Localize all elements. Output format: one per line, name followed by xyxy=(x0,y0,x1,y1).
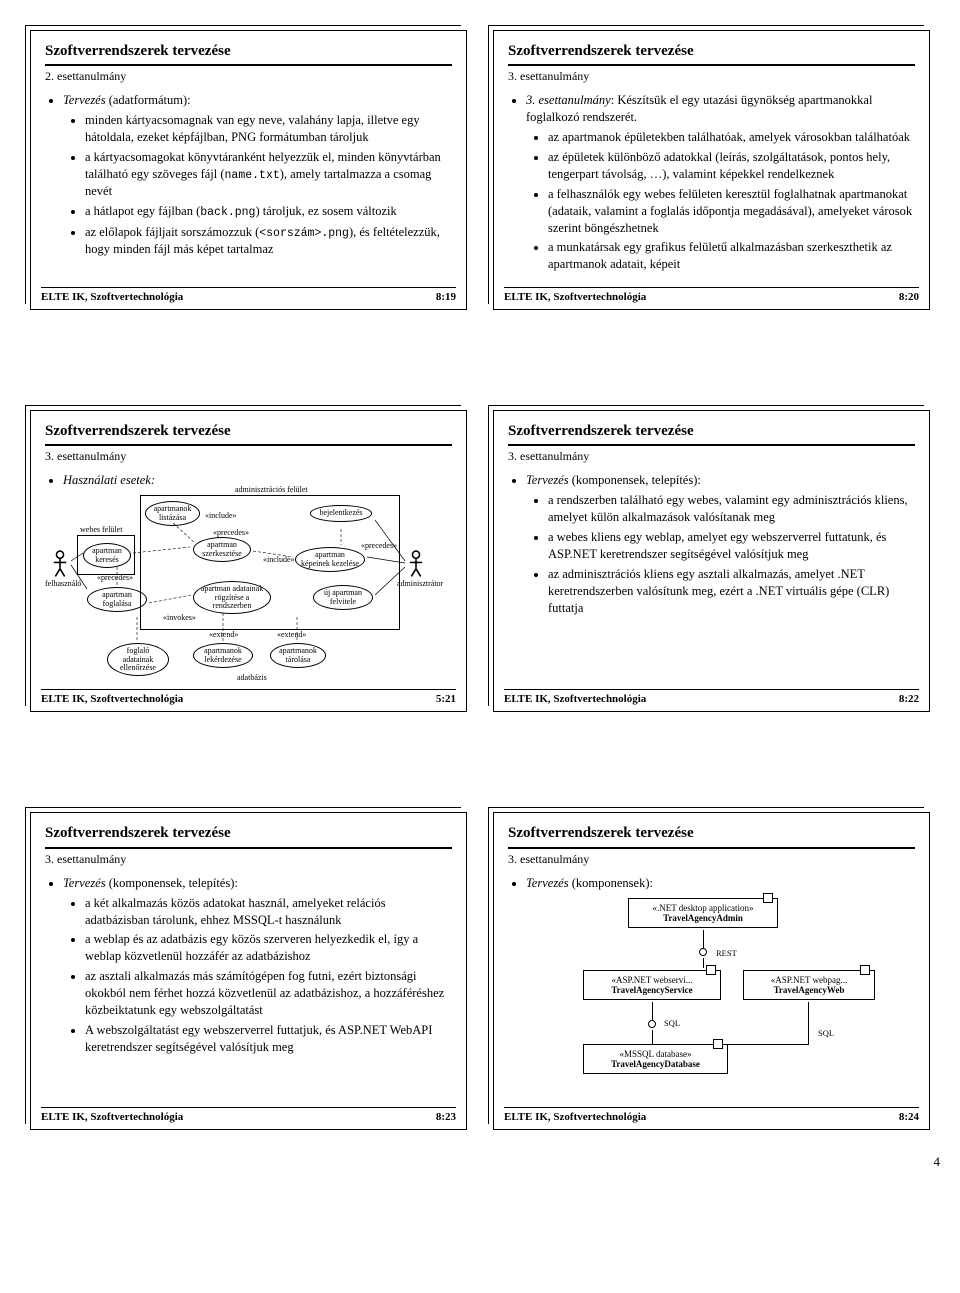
slide-subtitle: 3. esettanulmány xyxy=(508,68,915,84)
slide-820: Szoftverrendszerek tervezése 3. esettanu… xyxy=(493,30,930,310)
slide-body: Tervezés (komponensek, telepítés): a ren… xyxy=(508,472,915,616)
slide-body: Tervezés (komponensek, telepítés): a két… xyxy=(45,875,452,1056)
list-item: a munkatársak egy grafikus felületű alka… xyxy=(548,239,915,273)
slide-footer: ELTE IK, Szoftvertechnológia8:19 xyxy=(41,287,456,305)
slide-body: Használati esetek: adminisztrációs felül… xyxy=(45,472,452,685)
list-item: az épületek különböző adatokkal (leírás,… xyxy=(548,149,915,183)
slide-824: Szoftverrendszerek tervezése 3. esettanu… xyxy=(493,812,930,1129)
slide-title: Szoftverrendszerek tervezése xyxy=(45,41,452,66)
intro: Tervezés (adatformátum): xyxy=(63,93,191,107)
slide-subtitle: 2. esettanulmány xyxy=(45,68,452,84)
intro: Tervezés (komponensek): xyxy=(526,876,653,890)
list-item: a rendszerben található egy webes, valam… xyxy=(548,492,915,526)
list-item: az asztali alkalmazás más számítógépen f… xyxy=(85,968,452,1019)
list-item: minden kártyacsomagnak van egy neve, val… xyxy=(85,112,452,146)
list-item: az apartmanok épületekben találhatóak, a… xyxy=(548,129,915,146)
list-item: A webszolgáltatást egy webszerverrel fut… xyxy=(85,1022,452,1056)
slide-subtitle: 3. esettanulmány xyxy=(45,448,452,464)
slide-footer: ELTE IK, Szoftvertechnológia8:24 xyxy=(504,1107,919,1125)
intro: Tervezés (komponensek, telepítés): xyxy=(63,876,238,890)
slide-footer: ELTE IK, Szoftvertechnológia8:22 xyxy=(504,689,919,707)
slide-footer: ELTE IK, Szoftvertechnológia8:20 xyxy=(504,287,919,305)
intro: Tervezés (komponensek, telepítés): xyxy=(526,473,701,487)
usecase-diagram: adminisztrációs felület webes felület fe… xyxy=(45,495,452,685)
slide-title: Szoftverrendszerek tervezése xyxy=(45,421,452,446)
slide-521: Szoftverrendszerek tervezése 3. esettanu… xyxy=(30,410,467,712)
slide-subtitle: 3. esettanulmány xyxy=(45,851,452,867)
slide-footer: ELTE IK, Szoftvertechnológia5:21 xyxy=(41,689,456,707)
list-item: a webes kliens egy weblap, amelyet egy w… xyxy=(548,529,915,563)
intro: 3. esettanulmány: Készítsük el egy utazá… xyxy=(526,93,872,124)
slide-822: Szoftverrendszerek tervezése 3. esettanu… xyxy=(493,410,930,712)
slide-title: Szoftverrendszerek tervezése xyxy=(508,41,915,66)
list-item: a kártyacsomagokat könyvtáranként helyez… xyxy=(85,149,452,200)
list-item: a felhasználók egy webes felületen keres… xyxy=(548,186,915,237)
list-item: az adminisztrációs kliens egy asztali al… xyxy=(548,566,915,617)
page-number: 4 xyxy=(934,1154,941,1170)
slide-subtitle: 3. esettanulmány xyxy=(508,851,915,867)
slide-title: Szoftverrendszerek tervezése xyxy=(508,823,915,848)
component-diagram: «.NET desktop application» TravelAgencyA… xyxy=(508,898,915,1103)
slide-823: Szoftverrendszerek tervezése 3. esettanu… xyxy=(30,812,467,1129)
list-item: az előlapok fájljait sorszámozzuk (<sors… xyxy=(85,224,452,258)
list-item: a két alkalmazás közös adatokat használ,… xyxy=(85,895,452,929)
slide-title: Szoftverrendszerek tervezése xyxy=(508,421,915,446)
list-item: a weblap és az adatbázis egy közös szerv… xyxy=(85,931,452,965)
slide-body: Tervezés (komponensek): «.NET desktop ap… xyxy=(508,875,915,1103)
slide-footer: ELTE IK, Szoftvertechnológia8:23 xyxy=(41,1107,456,1125)
intro: Használati esetek: xyxy=(63,473,155,487)
list-item: a hátlapot egy fájlban (back.png) tárolj… xyxy=(85,203,452,221)
slide-title: Szoftverrendszerek tervezése xyxy=(45,823,452,848)
slide-819: Szoftverrendszerek tervezése 2. esettanu… xyxy=(30,30,467,310)
slide-subtitle: 3. esettanulmány xyxy=(508,448,915,464)
slide-body: 3. esettanulmány: Készítsük el egy utazá… xyxy=(508,92,915,273)
slide-body: Tervezés (adatformátum): minden kártyacs… xyxy=(45,92,452,258)
